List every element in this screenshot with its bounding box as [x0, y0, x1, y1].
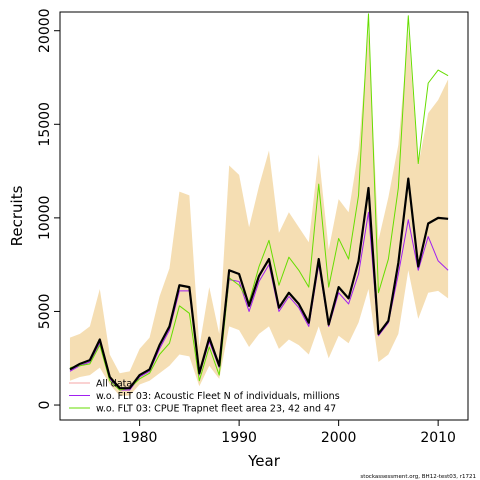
legend-label: All data — [96, 379, 132, 390]
legend-label: w.o. FLT 03: CPUE Trapnet fleet area 23,… — [96, 404, 336, 415]
x-tick-label: 1990 — [221, 430, 257, 446]
legend-label: w.o. FLT 03: Acoustic Fleet N of individ… — [96, 391, 340, 402]
plot-frame — [59, 11, 469, 421]
x-tick-label: 2010 — [420, 430, 456, 446]
x-tick-label: 2000 — [321, 430, 357, 446]
x-axis-label: Year — [247, 452, 281, 470]
y-tick-label: 20000 — [37, 8, 53, 53]
footnote: stockassessment.org, BH12-test03, r1721 — [360, 474, 476, 480]
series-lines — [69, 13, 449, 391]
y-axis: 0 5000 10000 15000 20000 — [37, 8, 60, 409]
y-tick-label: 10000 — [37, 196, 53, 241]
y-tick-label: 15000 — [37, 102, 53, 147]
x-tick-label: 1980 — [122, 430, 158, 446]
estimate-line — [69, 177, 449, 390]
y-tick-label: 0 — [37, 401, 53, 410]
y-tick-label: 5000 — [37, 294, 53, 330]
y-axis-label: Recruits — [8, 185, 26, 246]
band-area — [69, 30, 449, 396]
confidence-band — [69, 30, 449, 396]
x-axis: 1980 1990 2000 2010 — [122, 420, 456, 446]
